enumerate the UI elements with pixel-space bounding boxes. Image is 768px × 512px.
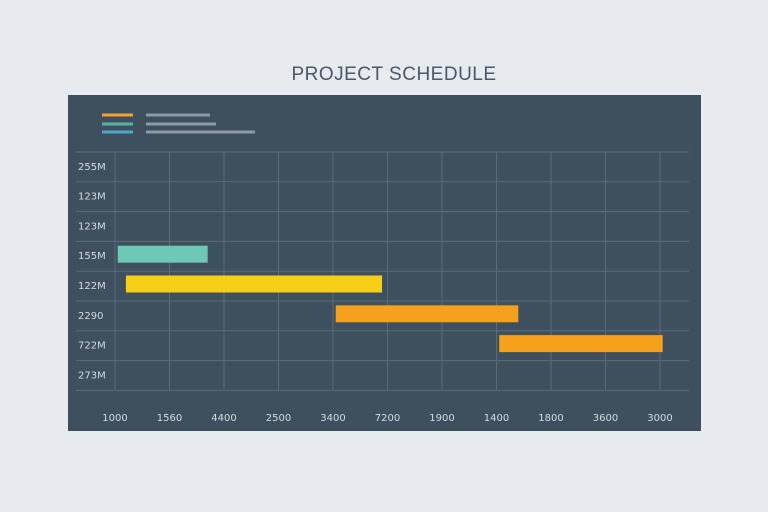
y-tick-label: 122M [78,281,106,292]
gantt-chart: 255M 123M 123M 155M 122M 2290 722M 273M 1000 1560… [76,113,689,424]
x-tick-label: 1000 [102,413,127,424]
y-tick-label: 123M [78,192,106,203]
chart-panel: 255M 123M 123M 155M 122M 2290 722M 273M 1000 1560… [68,95,701,431]
x-tick-label: 3600 [593,413,618,424]
x-tick-label: 7200 [375,413,400,424]
x-tick-label: 3000 [647,413,672,424]
y-tick-label: 155M [78,251,106,262]
x-tick-label: 3400 [320,413,345,424]
task-bar [125,275,383,293]
y-tick-label: 273M [78,370,106,381]
x-tick-label: 1900 [429,413,454,424]
y-tick-label: 255M [78,162,106,173]
y-tick-label: 2290 [78,311,103,322]
x-tick-label: 4400 [211,413,236,424]
x-tick-label: 1560 [157,413,182,424]
y-tick-label: 722M [78,341,106,352]
task-bar [335,305,519,323]
y-tick-label: 123M [78,221,106,232]
x-tick-label: 2500 [266,413,291,424]
chart-title: PROJECT SCHEDULE [291,64,497,85]
task-bar [117,245,208,263]
task-bar [499,335,663,353]
x-tick-label: 1400 [484,413,509,424]
x-tick-label: 1800 [538,413,563,424]
